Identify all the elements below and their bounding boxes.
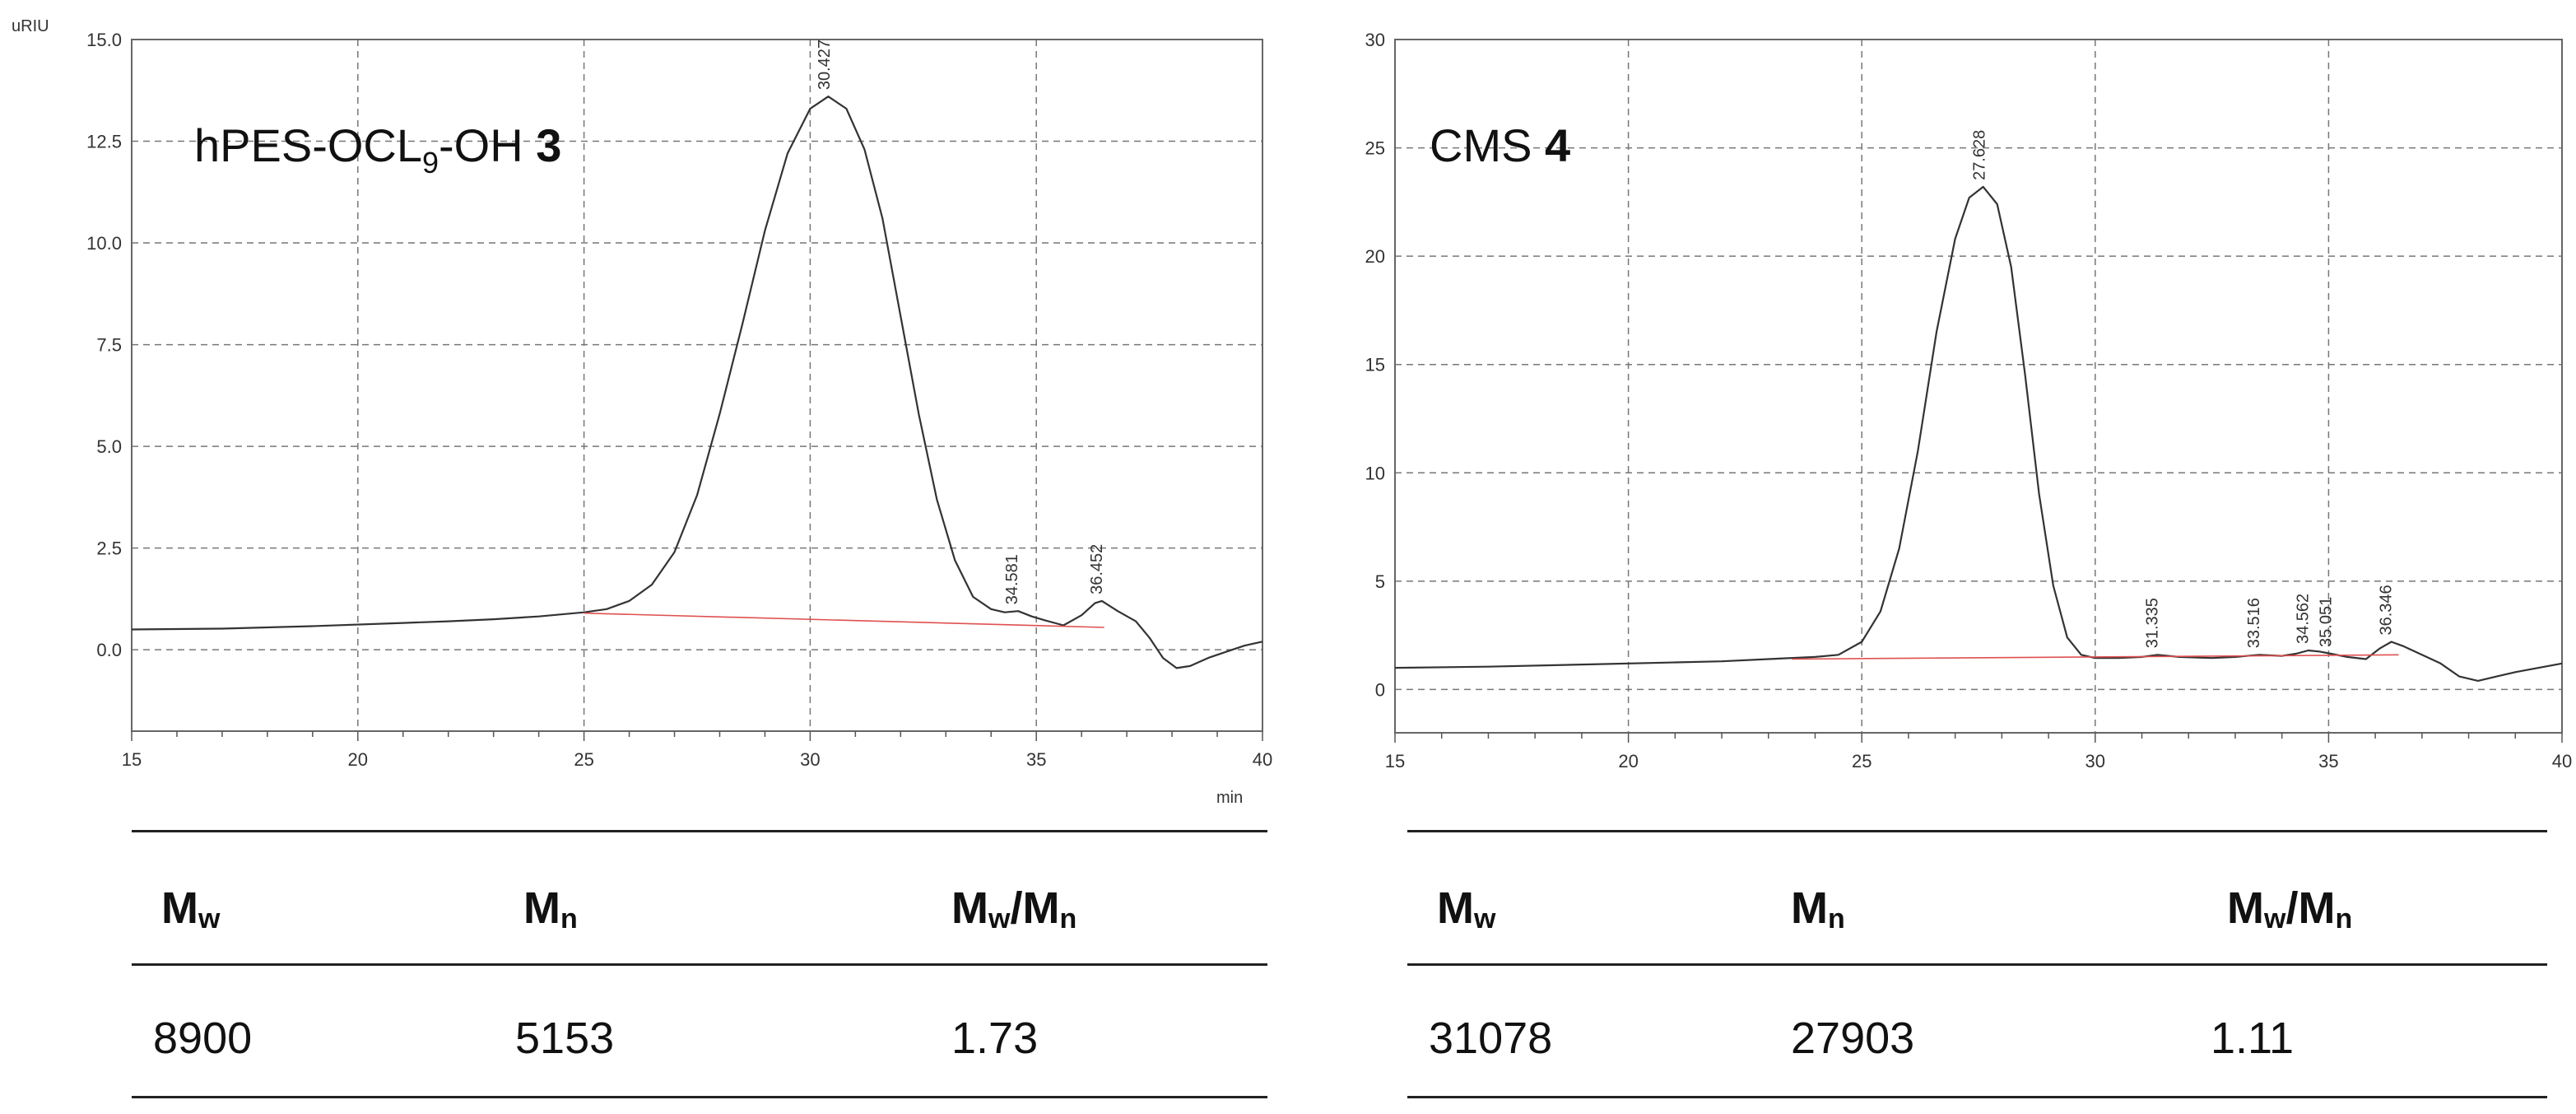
plot-frame-right bbox=[1394, 39, 2563, 734]
x-tick-label: 30 bbox=[2085, 751, 2105, 771]
value-mw: 31078 bbox=[1429, 1014, 1553, 1063]
signal-trace bbox=[131, 96, 1263, 669]
x-tick-label: 40 bbox=[1253, 749, 1272, 770]
value-mn: 27903 bbox=[1791, 1014, 1915, 1063]
title-sub: 9 bbox=[422, 146, 439, 179]
peak-label: 34.562 bbox=[2295, 594, 2313, 644]
y-tick-label: 2.5 bbox=[96, 538, 122, 559]
x-tick-label: 35 bbox=[2318, 751, 2338, 771]
x-tick-label: 25 bbox=[1852, 751, 1872, 771]
chart-title-right: CMS 4 bbox=[1430, 119, 1570, 171]
y-tick-label: 15.0 bbox=[86, 30, 122, 50]
x-tick-label: 15 bbox=[1385, 751, 1405, 771]
chromatogram-left: 0.0 2.5 5.0 7.5 10.0 12.5 15.0 15 20 25 30 35 40 30.… bbox=[12, 17, 1272, 807]
peak-label: 34.581 bbox=[1003, 554, 1021, 604]
y-unit-label: uRIU bbox=[12, 17, 49, 35]
peak-label: 36.346 bbox=[2378, 585, 2396, 635]
chart-title-left: hPES-OCL9-OH 3 bbox=[194, 119, 561, 179]
peak-label: 31.335 bbox=[2144, 598, 2162, 648]
table-rule-mid bbox=[1407, 963, 2547, 966]
x-unit-label: min bbox=[1216, 789, 1243, 807]
table-rule-bottom bbox=[132, 1096, 1267, 1098]
peak-label: 33.516 bbox=[2245, 598, 2263, 648]
x-tick-label: 15 bbox=[122, 749, 142, 770]
title-main: CMS bbox=[1430, 119, 1545, 171]
y-tick-label: 25 bbox=[1365, 138, 1385, 159]
value-mn: 5153 bbox=[515, 1014, 615, 1063]
signal-trace bbox=[1394, 185, 2563, 682]
peak-label: 36.452 bbox=[1088, 544, 1106, 594]
y-tick-label: 20 bbox=[1365, 246, 1385, 267]
table-rule-top bbox=[1407, 830, 2547, 832]
grid-left bbox=[132, 40, 1262, 731]
value-mw: 8900 bbox=[153, 1014, 253, 1063]
y-tick-label: 10 bbox=[1365, 463, 1385, 483]
title-main: hPES-OCL bbox=[194, 119, 422, 171]
y-tick-label: 7.5 bbox=[96, 335, 122, 356]
peak-labels-right: 27.628 31.335 33.516 34.562 35.051 36.346 bbox=[1970, 130, 2395, 649]
title-bold: 4 bbox=[1545, 119, 1570, 171]
y-tick-label: 10.0 bbox=[86, 233, 122, 254]
y-tick-label: 5.0 bbox=[96, 436, 122, 457]
mw-table-left: Mw Mn Mw/Mn 8900 5153 1.73 bbox=[132, 830, 1267, 1110]
header-mn: Mn bbox=[523, 883, 578, 935]
axis-ticks-right: 0 5 10 15 20 25 30 15 20 25 30 35 40 bbox=[1365, 30, 2573, 771]
series-right bbox=[1394, 185, 2563, 682]
baseline-trace bbox=[1792, 654, 2399, 660]
mw-table-right: Mw Mn Mw/Mn 31078 27903 1.11 bbox=[1407, 830, 2547, 1110]
value-pdi: 1.73 bbox=[951, 1014, 1039, 1063]
chromatogram-right: 0 5 10 15 20 25 30 15 20 25 30 35 40 27.628 31.335 33.… bbox=[1365, 30, 2573, 771]
table-rule-top bbox=[132, 830, 1267, 832]
header-pdi: Mw/Mn bbox=[2227, 883, 2353, 935]
y-tick-label: 0.0 bbox=[96, 640, 122, 660]
x-tick-label: 25 bbox=[574, 749, 593, 770]
peak-label: 30.427 bbox=[816, 40, 834, 90]
y-tick-label: 30 bbox=[1365, 30, 1385, 50]
x-tick-label: 30 bbox=[800, 749, 820, 770]
x-tick-label: 20 bbox=[1618, 751, 1638, 771]
table-rule-bottom bbox=[1407, 1096, 2547, 1098]
header-pdi: Mw/Mn bbox=[951, 883, 1077, 935]
y-tick-label: 15 bbox=[1365, 355, 1385, 375]
grid-right bbox=[1395, 40, 2562, 733]
x-tick-label: 40 bbox=[2552, 751, 2572, 771]
baseline-trace bbox=[584, 612, 1104, 628]
x-tick-label: 20 bbox=[348, 749, 368, 770]
y-tick-label: 0 bbox=[1375, 679, 1385, 700]
y-tick-label: 5 bbox=[1375, 571, 1385, 592]
header-mw: Mw bbox=[1437, 883, 1496, 935]
table-rule-mid bbox=[132, 963, 1267, 966]
plot-frame-left bbox=[131, 39, 1263, 732]
title-bold: 3 bbox=[536, 119, 561, 171]
x-tick-label: 35 bbox=[1026, 749, 1046, 770]
series-left bbox=[131, 96, 1263, 669]
header-mw: Mw bbox=[161, 883, 221, 935]
header-mn: Mn bbox=[1791, 883, 1845, 935]
y-tick-label: 12.5 bbox=[86, 132, 122, 152]
peak-label: 35.051 bbox=[2317, 597, 2335, 647]
peak-labels-left: 30.427 34.581 36.452 bbox=[816, 40, 1106, 604]
title-rest: -OH bbox=[439, 119, 536, 171]
axis-ticks-left: 0.0 2.5 5.0 7.5 10.0 12.5 15.0 15 20 25 30 35 40 bbox=[86, 30, 1272, 770]
peak-label: 27.628 bbox=[1970, 130, 1988, 180]
value-pdi: 1.11 bbox=[2211, 1014, 2295, 1063]
